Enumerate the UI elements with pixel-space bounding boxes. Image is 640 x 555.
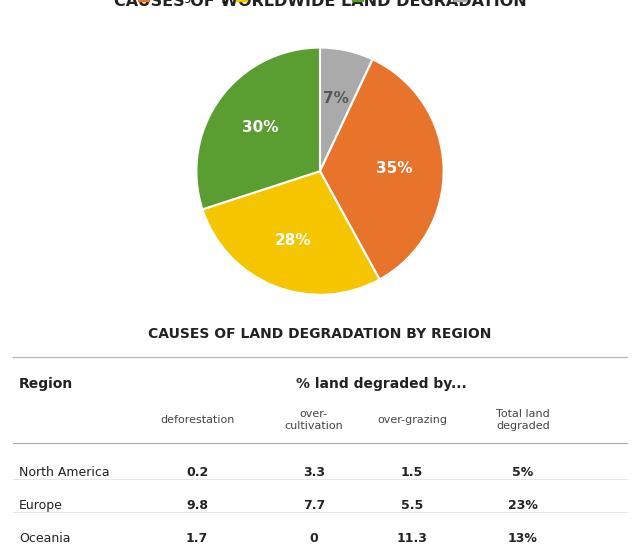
Text: 23%: 23% bbox=[508, 499, 538, 512]
Title: CAUSES OF WORLDWIDE LAND DEGRADATION: CAUSES OF WORLDWIDE LAND DEGRADATION bbox=[114, 0, 526, 8]
Text: 13%: 13% bbox=[508, 532, 538, 544]
Text: 7.7: 7.7 bbox=[303, 499, 325, 512]
Text: 11.3: 11.3 bbox=[397, 532, 428, 544]
Text: 3.3: 3.3 bbox=[303, 466, 325, 479]
Text: Total land
degraded: Total land degraded bbox=[496, 409, 550, 431]
Text: 30%: 30% bbox=[242, 120, 278, 135]
Text: 0.2: 0.2 bbox=[186, 466, 208, 479]
Text: 35%: 35% bbox=[376, 162, 412, 176]
Text: Region: Region bbox=[19, 377, 73, 391]
Wedge shape bbox=[202, 171, 380, 295]
Text: 7%: 7% bbox=[323, 91, 349, 106]
Wedge shape bbox=[196, 48, 320, 209]
Text: 0: 0 bbox=[310, 532, 318, 544]
Wedge shape bbox=[320, 48, 372, 171]
Text: Europe: Europe bbox=[19, 499, 63, 512]
Wedge shape bbox=[320, 59, 444, 280]
Text: over-
cultivation: over- cultivation bbox=[285, 409, 343, 431]
Text: CAUSES OF LAND DEGRADATION BY REGION: CAUSES OF LAND DEGRADATION BY REGION bbox=[148, 327, 492, 341]
Text: 5.5: 5.5 bbox=[401, 499, 423, 512]
Text: deforestation: deforestation bbox=[160, 415, 234, 425]
Text: % land degraded by...: % land degraded by... bbox=[296, 377, 467, 391]
Text: Oceania: Oceania bbox=[19, 532, 70, 544]
Text: 1.5: 1.5 bbox=[401, 466, 423, 479]
Text: over-grazing: over-grazing bbox=[377, 415, 447, 425]
Text: North America: North America bbox=[19, 466, 109, 479]
Text: 5%: 5% bbox=[512, 466, 533, 479]
Text: 1.7: 1.7 bbox=[186, 532, 208, 544]
Legend: over-grazing, over-cultivation, deforestation, other: over-grazing, over-cultivation, deforest… bbox=[133, 0, 507, 8]
Text: 9.8: 9.8 bbox=[186, 499, 208, 512]
Text: 28%: 28% bbox=[275, 233, 311, 248]
